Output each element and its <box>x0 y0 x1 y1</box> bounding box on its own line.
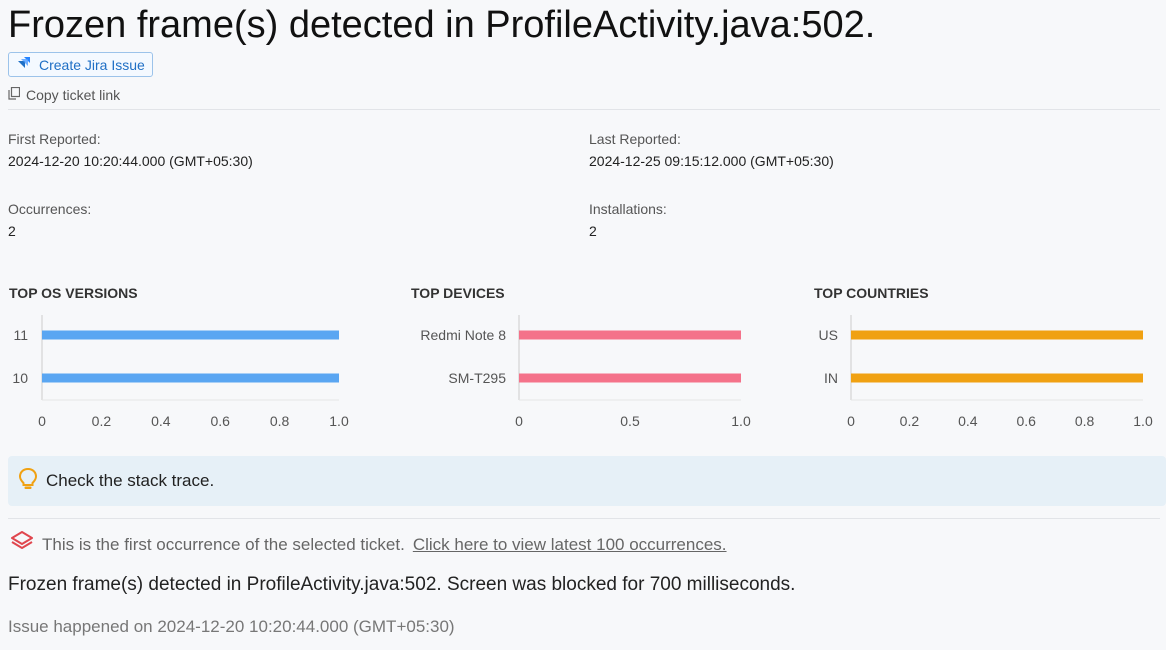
issue-happened-timestamp: Issue happened on 2024-12-20 10:20:44.00… <box>8 617 455 636</box>
bar <box>851 373 1143 383</box>
x-tick-label: 1.0 <box>1133 413 1153 429</box>
category-label: Redmi Note 8 <box>420 327 506 343</box>
create-jira-issue-button[interactable]: Create Jira Issue <box>8 52 153 77</box>
first-occurrence-notice: This is the first occurrence of the sele… <box>10 531 727 558</box>
x-tick-label: 0.4 <box>151 413 171 429</box>
installations-value: 2 <box>589 223 597 239</box>
x-tick-label: 1.0 <box>329 413 349 429</box>
hint-banner: Check the stack trace. <box>8 456 1166 506</box>
last-reported-value: 2024-12-25 09:15:12.000 (GMT+05:30) <box>589 153 834 169</box>
bar <box>519 373 741 383</box>
category-label: SM-T295 <box>448 370 506 386</box>
x-tick-label: 0.8 <box>1075 413 1095 429</box>
countries-chart: US IN 0 0.2 0.4 0.6 0.8 1.0 <box>819 315 1153 429</box>
x-tick-label: 1.0 <box>731 413 751 429</box>
x-tick-label: 0.6 <box>1016 413 1036 429</box>
hint-text: Check the stack trace. <box>46 471 215 490</box>
x-tick-label: 0.2 <box>900 413 920 429</box>
category-label: US <box>819 327 838 343</box>
divider <box>8 518 1160 519</box>
os-versions-chart: 11 10 0 0.2 0.4 0.6 0.8 1.0 <box>12 315 349 429</box>
occurrences-value: 2 <box>8 223 16 239</box>
view-latest-occurrences-link[interactable]: Click here to view latest 100 occurrence… <box>412 534 727 554</box>
jira-icon <box>17 56 31 73</box>
x-tick-label: 0 <box>38 413 46 429</box>
chart-title-devices: TOP DEVICES <box>411 285 505 301</box>
first-occurrence-text: This is the first occurrence of the sele… <box>42 534 405 554</box>
x-tick-label: 0 <box>847 413 855 429</box>
chart-title-countries: TOP COUNTRIES <box>814 285 929 301</box>
divider <box>8 109 1160 110</box>
copy-ticket-link-label: Copy ticket link <box>26 87 121 103</box>
copy-ticket-link[interactable]: Copy ticket link <box>8 86 121 103</box>
layers-icon <box>10 531 34 558</box>
installations-label: Installations: <box>589 201 667 217</box>
lightbulb-icon <box>18 467 38 496</box>
bar <box>42 373 339 383</box>
x-tick-label: 0.5 <box>620 413 640 429</box>
create-jira-issue-label: Create Jira Issue <box>39 56 145 73</box>
category-label: 11 <box>13 327 28 343</box>
copy-icon <box>8 86 21 103</box>
occurrences-label: Occurrences: <box>8 201 92 217</box>
x-tick-label: 0.2 <box>92 413 112 429</box>
category-label: 10 <box>12 370 28 386</box>
page-title: Frozen frame(s) detected in ProfileActiv… <box>8 4 876 46</box>
chart-title-os-versions: TOP OS VERSIONS <box>9 285 138 301</box>
category-label: IN <box>824 370 838 386</box>
bar <box>851 330 1143 340</box>
first-reported-label: First Reported: <box>8 131 101 147</box>
x-tick-label: 0 <box>515 413 523 429</box>
devices-chart: Redmi Note 8 SM-T295 0 0.5 1.0 <box>420 315 751 429</box>
bar <box>519 330 741 340</box>
issue-message: Frozen frame(s) detected in ProfileActiv… <box>8 574 796 595</box>
x-tick-label: 0.4 <box>958 413 978 429</box>
x-tick-label: 0.8 <box>270 413 290 429</box>
x-tick-label: 0.6 <box>210 413 230 429</box>
first-reported-value: 2024-12-20 10:20:44.000 (GMT+05:30) <box>8 153 253 169</box>
last-reported-label: Last Reported: <box>589 131 681 147</box>
bar <box>42 330 339 340</box>
